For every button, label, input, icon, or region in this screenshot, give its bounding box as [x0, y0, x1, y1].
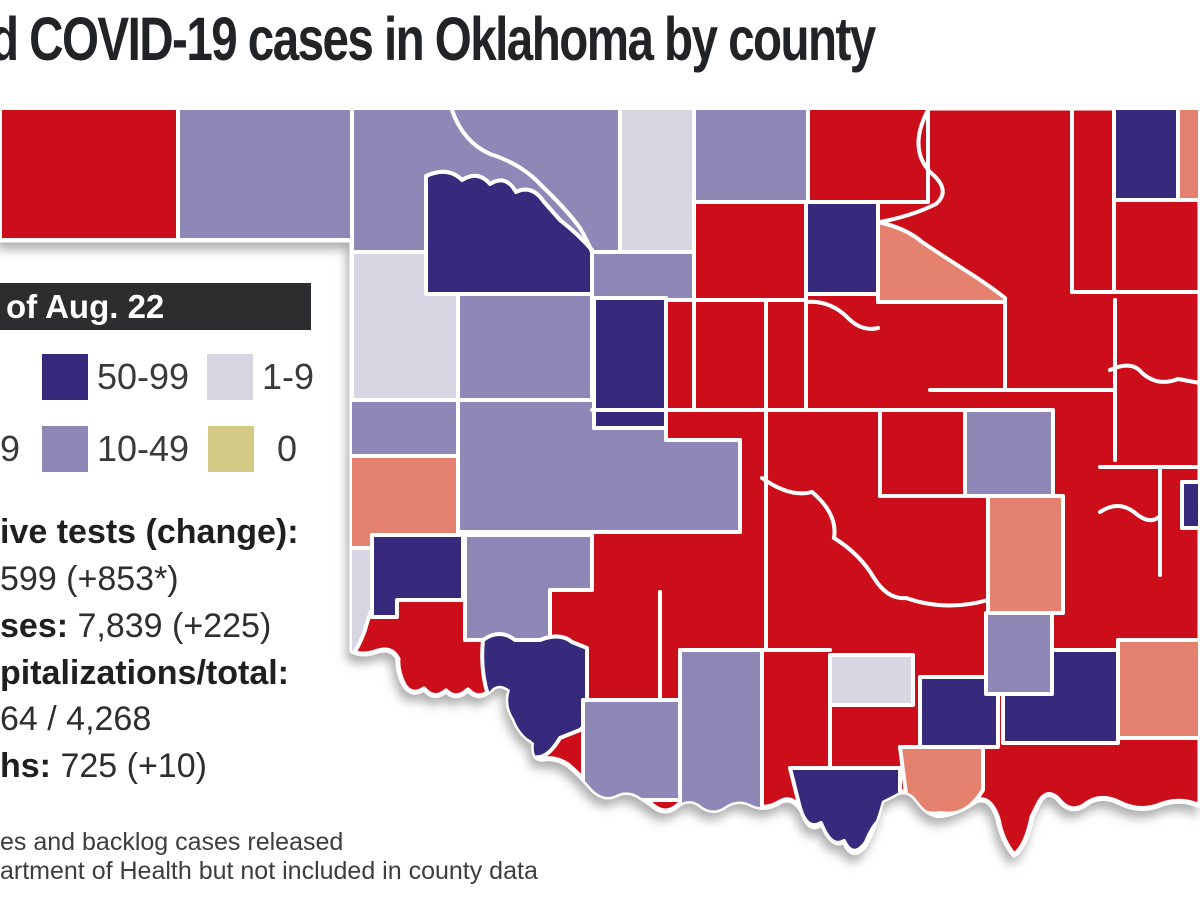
county-region-alfalfa: [618, 108, 696, 254]
county-region-grant: [692, 108, 810, 204]
page-title: d COVID-19 cases in Oklahoma by county: [0, 5, 876, 73]
stat-active-cases-value: 7,839 (+225): [68, 607, 272, 645]
stat-hospitalizations-bold: pitalizations/total:: [0, 654, 289, 692]
legend-label-50-99: 50-99: [97, 356, 190, 397]
stat-hospitalizations-number: 64 / 4,268: [0, 699, 151, 739]
county-region-beaver: [176, 108, 354, 242]
legend-swatch-10-49: [42, 426, 88, 472]
stat-deaths-label: hs:: [0, 747, 51, 785]
legend-swatch-1-9: [207, 354, 253, 400]
county-border-line-19: [1108, 363, 1200, 385]
county-region-garfield-west: [590, 250, 696, 302]
footnote-line-2: artment of Health but not included in co…: [0, 857, 538, 885]
county-region-carter: [678, 648, 764, 822]
legend-label-10-49: 10-49: [97, 428, 190, 469]
stat-deaths-value: 725 (+10): [51, 747, 207, 785]
stat-deaths: hs: 725 (+10): [0, 746, 207, 786]
county-border-line-14: [760, 476, 990, 608]
county-region-johnston-lav: [828, 653, 915, 707]
legend-label-cutoff-fragment: 9: [0, 428, 21, 469]
county-region-okmulgee: [963, 408, 1055, 498]
county-region-nowata: [1112, 108, 1180, 202]
legend-date-header: of Aug. 22: [0, 283, 311, 330]
legend-label-0: 0: [277, 428, 298, 469]
legend-label-1-9: 1-9: [262, 356, 315, 397]
county-region-dewey-west: [346, 398, 460, 458]
county-border-line-15: [450, 108, 594, 254]
county-region-east-navy-sliver: [1180, 480, 1200, 530]
county-region-kay: [806, 108, 930, 204]
county-region-craig-sliver: [1176, 108, 1200, 202]
county-region-pushmataha: [984, 611, 1054, 696]
county-border-line-3: [878, 108, 945, 224]
stat-number-value: 599 (+853*): [0, 560, 179, 598]
county-region-major: [456, 292, 594, 402]
county-region-kingfisher: [592, 296, 668, 430]
stat-positive-tests: ive tests (change):: [0, 512, 299, 552]
county-region-love: [788, 766, 902, 853]
county-region-stephens: [581, 698, 682, 802]
stat-positive-tests-number: 599 (+853*): [0, 559, 179, 599]
county-region-marshall: [898, 745, 985, 816]
stat-active-cases-label: ses:: [0, 607, 69, 645]
county-region-mccurtain: [1116, 638, 1200, 740]
county-border-line-22: [1098, 504, 1162, 523]
county-border-line-6: [804, 299, 880, 331]
county-region-noble: [804, 200, 880, 296]
stat-hospitalizations-label: pitalizations/total:: [0, 653, 289, 693]
county-region-caddo: [463, 533, 594, 642]
stat-hosp-number-value: 64 / 4,268: [0, 700, 152, 738]
legend-swatch-0: [208, 426, 254, 472]
footnote-line-1: es and backlog cases released: [0, 828, 344, 856]
legend-swatch-50-99: [42, 354, 88, 400]
stat-positive-tests-label: ive tests (change):: [0, 513, 299, 551]
stat-active-cases: ses: 7,839 (+225): [0, 606, 271, 646]
county-region-woodward: [424, 169, 594, 296]
county-region-pawnee: [876, 220, 1007, 304]
county-region-choctaw: [918, 675, 1000, 749]
county-region-garfield: [692, 200, 808, 302]
county-region-okfuskee: [986, 494, 1065, 615]
county-region-panhandle-west: [0, 108, 182, 242]
